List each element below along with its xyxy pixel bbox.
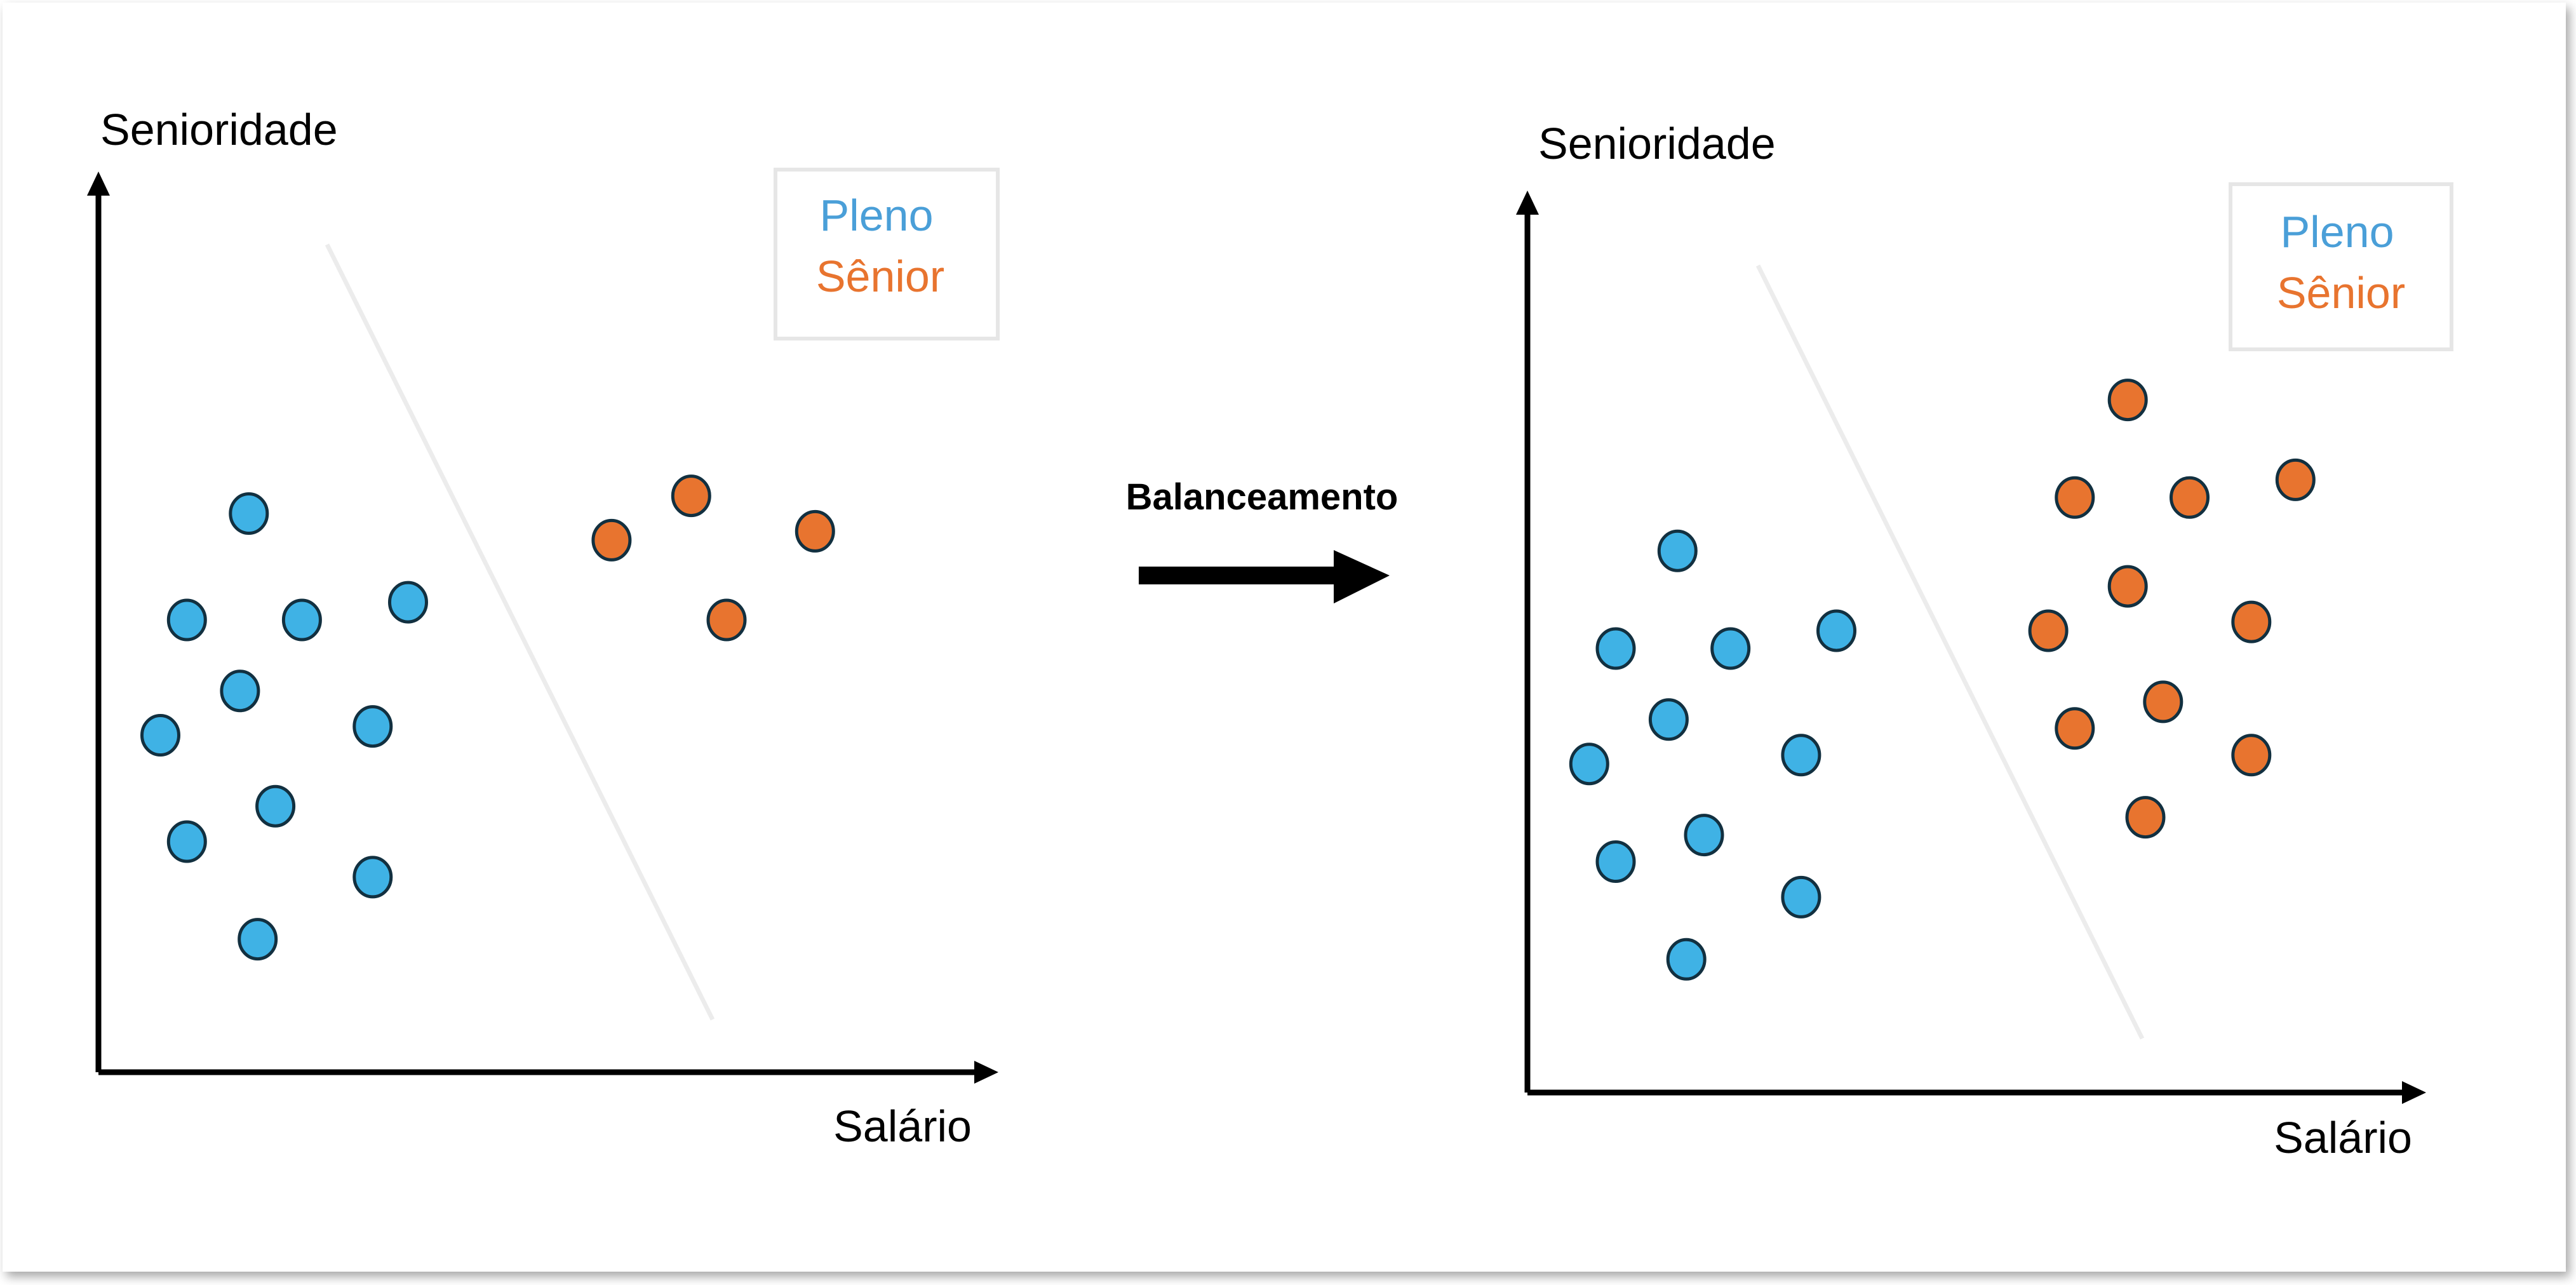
- arrow-shaft: [1139, 567, 1348, 584]
- senior-point: [2170, 476, 2210, 519]
- chart-before: Senioridade Salário Pleno Sênior: [87, 105, 1000, 1151]
- senior-point: [671, 474, 711, 518]
- pleno-point: [388, 581, 428, 624]
- arrow-label: Balanceamento: [1126, 476, 1399, 518]
- pleno-point: [220, 669, 260, 713]
- card-background: [3, 3, 2566, 1272]
- pleno-point: [1710, 627, 1751, 670]
- pleno-point: [140, 714, 180, 757]
- senior-point: [2055, 476, 2095, 519]
- legend-box-after: [2229, 182, 2453, 351]
- senior-point: [2275, 458, 2316, 501]
- pleno-point: [229, 492, 269, 535]
- x-axis-arrowhead-after: [2402, 1081, 2426, 1104]
- senior-point: [2125, 796, 2166, 839]
- pleno-point: [352, 856, 393, 899]
- senior-point: [2231, 600, 2272, 643]
- legend-after: Pleno Sênior: [2229, 182, 2453, 351]
- legend-senior-after: Sênior: [2277, 268, 2405, 318]
- y-axis-label-before: Senioridade: [100, 105, 338, 154]
- decision-boundary-before: [325, 243, 715, 1021]
- points-after: [1569, 379, 2316, 981]
- pleno-point: [1781, 875, 1821, 918]
- x-axis-label-before: Salário: [833, 1101, 972, 1151]
- pleno-point: [166, 598, 207, 642]
- senior-point: [591, 518, 632, 562]
- pleno-point: [1666, 938, 1707, 981]
- y-axis-arrowhead-after: [1516, 191, 1539, 215]
- balancing-arrow: Balanceamento: [1126, 476, 1399, 603]
- senior-point: [795, 509, 835, 553]
- legend-box-before: [774, 168, 1000, 340]
- pleno-point: [1595, 627, 1636, 670]
- pleno-point: [238, 918, 278, 961]
- pleno-point: [1595, 840, 1636, 883]
- pleno-point: [1684, 814, 1724, 857]
- senior-point: [2143, 680, 2184, 723]
- y-axis-arrowhead-before: [87, 172, 110, 196]
- decision-boundary-after: [1755, 264, 2145, 1040]
- y-axis-label-after: Senioridade: [1538, 119, 1776, 168]
- legend-pleno-after: Pleno: [2280, 207, 2394, 257]
- pleno-point: [1816, 609, 1856, 652]
- pleno-point: [352, 705, 393, 748]
- arrow-head-icon: [1334, 550, 1390, 603]
- pleno-point: [166, 820, 207, 863]
- x-axis-label-after: Salário: [2274, 1113, 2412, 1162]
- senior-point: [2107, 565, 2148, 608]
- pleno-point: [1569, 743, 1609, 786]
- pleno-point: [1781, 734, 1821, 777]
- pleno-point: [1657, 529, 1698, 572]
- legend-senior-before: Sênior: [816, 252, 944, 301]
- senior-point: [2107, 379, 2148, 422]
- pleno-point: [255, 784, 296, 828]
- senior-point: [706, 598, 747, 642]
- senior-point: [2028, 609, 2069, 652]
- senior-point: [2055, 707, 2095, 750]
- legend-before: Pleno Sênior: [774, 168, 1000, 340]
- chart-after: Senioridade Salário Pleno Sênior: [1516, 119, 2453, 1162]
- pleno-point: [281, 598, 322, 642]
- senior-point: [2231, 734, 2272, 777]
- points-before: [140, 474, 835, 961]
- legend-pleno-before: Pleno: [819, 191, 933, 240]
- pleno-point: [1648, 698, 1689, 741]
- x-axis-arrowhead-before: [974, 1061, 998, 1084]
